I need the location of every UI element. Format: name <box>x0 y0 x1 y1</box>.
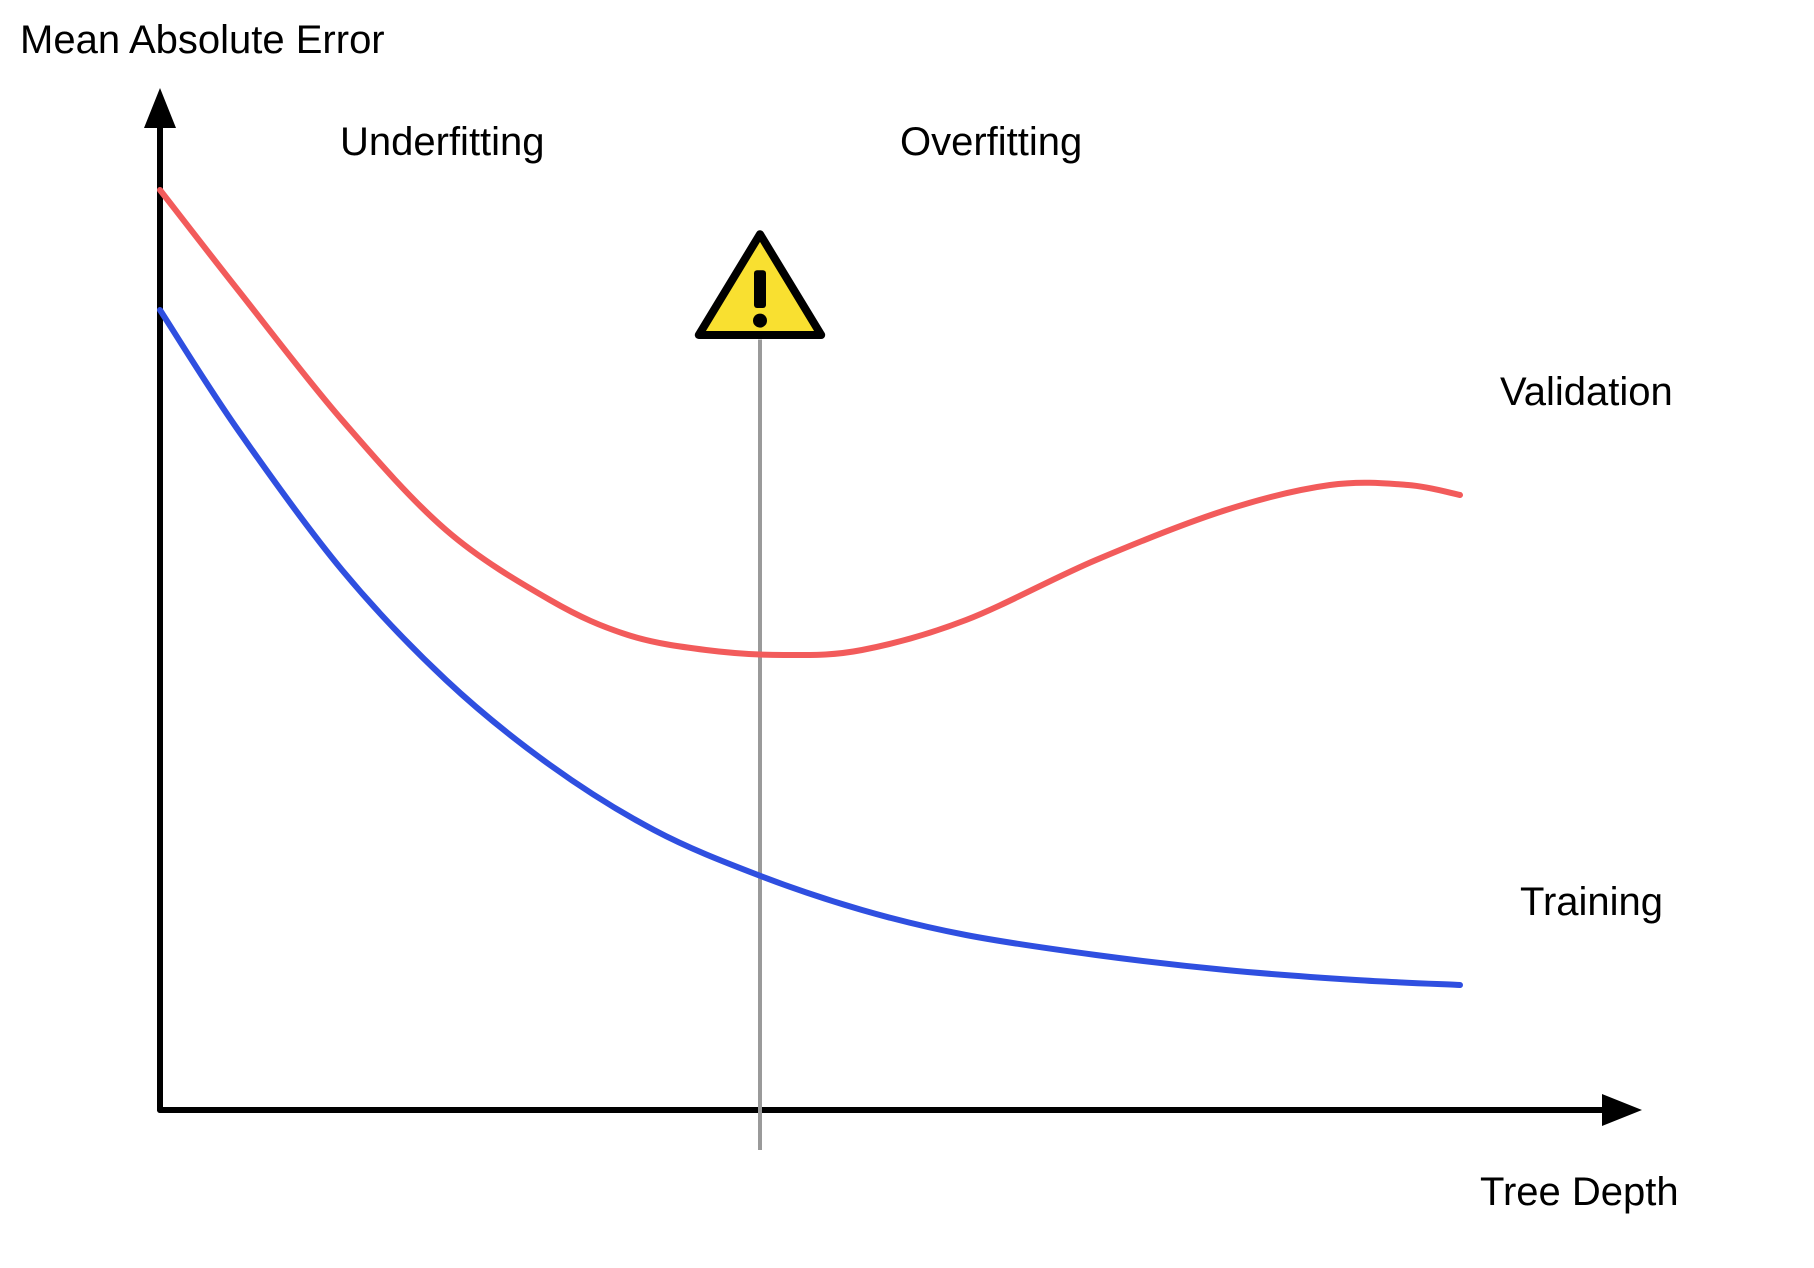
training-error-curve <box>160 310 1460 985</box>
y-axis-title: Mean Absolute Error <box>20 18 385 63</box>
validation-series-label: Validation <box>1500 370 1673 415</box>
training-series-label: Training <box>1520 880 1663 925</box>
x-axis-title: Tree Depth <box>1480 1170 1679 1215</box>
chart-container: Mean Absolute Error Underfitting Overfit… <box>0 0 1814 1268</box>
underfitting-region-label: Underfitting <box>340 120 545 165</box>
error-vs-depth-chart <box>0 0 1814 1268</box>
overfitting-region-label: Overfitting <box>900 120 1082 165</box>
warning-icon-bang-dot <box>753 314 767 328</box>
y-axis-arrowhead-icon <box>144 88 176 128</box>
warning-icon-bang-stem <box>754 270 766 308</box>
x-axis-arrowhead-icon <box>1602 1094 1642 1126</box>
